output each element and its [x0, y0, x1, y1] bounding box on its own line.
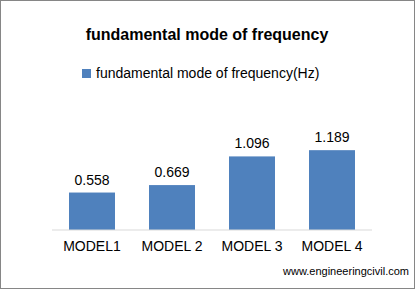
bars	[69, 150, 355, 230]
x-axis	[52, 230, 372, 231]
chart: fundamental mode of frequency fundamental…	[0, 0, 415, 289]
bar	[69, 193, 115, 230]
data-label: 1.189	[314, 129, 349, 145]
bar	[149, 185, 195, 230]
x-tick-label: MODEL1	[63, 238, 121, 254]
title: fundamental mode of frequency	[86, 26, 329, 43]
bar	[309, 150, 355, 230]
bar	[229, 156, 275, 230]
chart-border	[1, 1, 415, 289]
x-tick-label: MODEL 4	[302, 238, 363, 254]
legend-label: fundamental mode of frequency(Hz)	[96, 65, 319, 81]
x-tick-label: MODEL 2	[142, 238, 203, 254]
legend-swatch	[82, 69, 91, 78]
data-label: 0.669	[154, 164, 189, 180]
data-label: 0.558	[74, 172, 109, 188]
x-tick-label: MODEL 3	[222, 238, 283, 254]
watermark: www.engineeringcivil.com	[282, 265, 409, 277]
data-label: 1.096	[234, 135, 269, 151]
